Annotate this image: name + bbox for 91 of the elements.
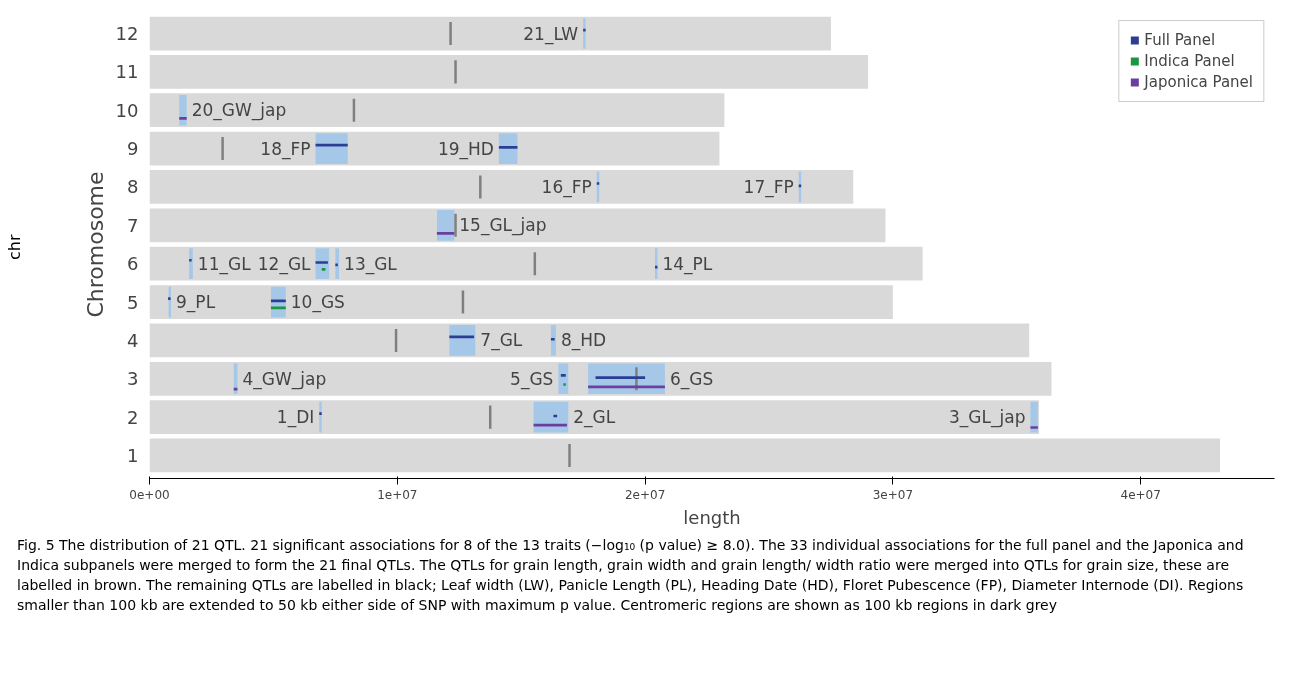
- legend-label: Japonica Panel: [1144, 73, 1253, 91]
- y-tick-label: 4: [127, 329, 139, 351]
- legend-label: Indica Panel: [1144, 52, 1235, 70]
- bar: [449, 325, 476, 356]
- bar: [168, 297, 171, 300]
- annotation: 14_PL: [662, 253, 713, 275]
- annotation: 12_GL: [257, 253, 312, 275]
- x-tick-label: 0e+00: [129, 487, 170, 502]
- bar: [568, 443, 571, 467]
- annotation: 19_HD: [437, 138, 494, 160]
- y-tick-label: 5: [127, 291, 139, 313]
- annotation: 16_FP: [541, 176, 592, 198]
- annotation: 8_HD: [560, 330, 607, 352]
- x-tick-label: 2e+07: [624, 487, 666, 502]
- bar: [335, 263, 338, 267]
- y-tick-label: 2: [127, 406, 139, 428]
- bar: [560, 373, 566, 377]
- annotation: 6_GS: [669, 368, 714, 390]
- bar: [149, 323, 1030, 358]
- bar: [179, 116, 187, 120]
- y-tick-label: 9: [127, 138, 139, 160]
- bar: [1030, 401, 1038, 433]
- annotation: 10_GS: [290, 292, 345, 314]
- x-tick-label: 1e+07: [377, 487, 418, 502]
- bar: [270, 306, 286, 310]
- bar: [550, 325, 556, 356]
- bar: [563, 383, 566, 386]
- y-tick-label: 3: [127, 368, 139, 390]
- bar: [498, 146, 518, 149]
- annotation: 3_GL_jap: [949, 407, 1026, 429]
- bar: [479, 175, 482, 199]
- y-tick-label: 11: [115, 61, 139, 83]
- legend-label: Full Panel: [1144, 31, 1216, 49]
- annotation: 7_GL: [480, 330, 523, 352]
- bar: [319, 401, 322, 433]
- annotation: 9_PL: [176, 292, 216, 314]
- bar: [319, 412, 322, 416]
- annotation: 5_GS: [510, 368, 554, 390]
- bar: [533, 423, 568, 427]
- annotation: 17_FP: [743, 176, 794, 198]
- annotation: 15_GL_jap: [459, 215, 547, 237]
- bar: [454, 213, 457, 237]
- bar: [449, 22, 452, 46]
- bar: [436, 232, 455, 235]
- y-tick-label: 7: [127, 214, 139, 236]
- bar: [436, 209, 455, 241]
- text: chr: [4, 234, 25, 260]
- bar: [454, 60, 457, 84]
- x-axis-title: length: [683, 506, 741, 528]
- annotation: 18_FP: [260, 138, 311, 160]
- y-tick-label: 10: [115, 99, 139, 121]
- bar: [149, 170, 854, 204]
- caption: Fig. 5 The distribution of 21 QTL. 21 significant associations for 8 of the 13 traits (−log₁₀ (p value) ≥ 8.0). The 33 individual associations for the full panel and the Japonica and Indica subpanels were merged to form the 21 final QTLs. The QTLs for grain length, grain width and grain length/ width ratio were merged into QTLs for grain size, these are labelled in brown. The remaining QTLs are labelled in black; Leaf width (LW), Panicle Length (PL), Heading Date (HD), Floret Pubescence (FP), Diameter Internode (DI). Regions smaller than 100 kb are extended to 50 kb either side of SNP with maximum p value. Centromeric regions are shown as 100 kb regions in dark grey: [17, 536, 1245, 615]
- y-axis-title: Chromosome: [82, 171, 108, 318]
- x-tick-label: 3e+07: [872, 487, 914, 502]
- bar: [1030, 426, 1038, 429]
- bar: [315, 261, 328, 264]
- bar: [595, 376, 646, 379]
- x-tick-label: 4e+07: [1120, 487, 1161, 502]
- y-tick-label: 1: [127, 444, 139, 466]
- bar: [149, 16, 831, 51]
- annotation: 1_DI: [276, 407, 315, 429]
- annotation: 2_GL: [573, 407, 616, 429]
- bar: [558, 363, 569, 395]
- bar: [335, 248, 340, 280]
- bar: [498, 133, 518, 164]
- y-tick-label: 6: [127, 253, 139, 275]
- bar: [149, 246, 923, 281]
- bar: [189, 248, 193, 280]
- bar: [149, 208, 886, 243]
- bar: [221, 137, 224, 161]
- annotation: 20_GW_jap: [191, 100, 287, 122]
- bar: [321, 268, 326, 271]
- annotation: 4_GW_jap: [242, 368, 327, 390]
- annotation: 11_GL: [197, 253, 252, 275]
- bar: [179, 94, 187, 126]
- bar: [583, 18, 586, 49]
- annotation: 21_LW: [523, 23, 579, 45]
- bar: [149, 438, 1220, 473]
- annotation: 13_GL: [344, 253, 398, 275]
- bar: [189, 258, 192, 262]
- bar: [149, 55, 869, 89]
- bar: [149, 400, 1040, 434]
- y-tick-label: 12: [115, 23, 139, 45]
- bar: [588, 385, 665, 389]
- bar: [315, 133, 348, 164]
- bar: [149, 131, 720, 166]
- bar: [149, 93, 725, 128]
- y-tick-label: 8: [127, 176, 139, 198]
- bar: [550, 337, 555, 341]
- bar: [149, 285, 893, 319]
